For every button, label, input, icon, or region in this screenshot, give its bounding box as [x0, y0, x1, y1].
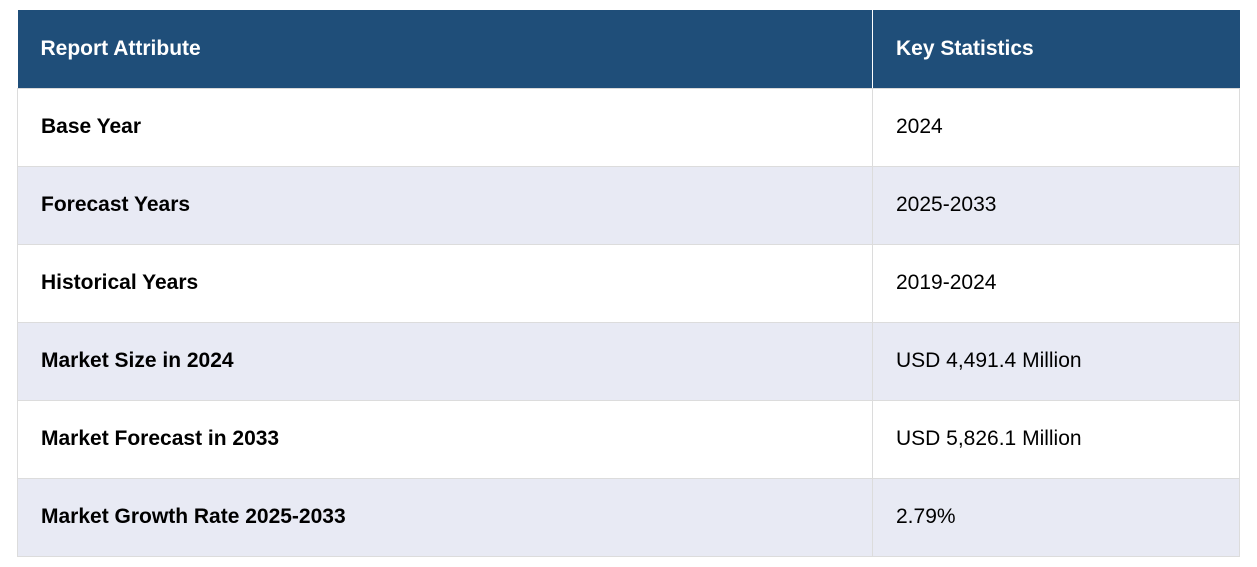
- row-value-cell: 2025-2033: [872, 165, 1240, 245]
- table-row: Market Growth Rate 2025-2033 2.79%: [17, 477, 1240, 557]
- header-key-statistics: Key Statistics: [872, 10, 1240, 89]
- header-row: Report Attribute Key Statistics: [17, 10, 1240, 89]
- report-attributes-table: Report Attribute Key Statistics Base Yea…: [17, 10, 1240, 557]
- row-value-cell: 2024: [872, 87, 1240, 167]
- header-report-attribute: Report Attribute: [17, 10, 873, 89]
- row-value-cell: USD 5,826.1 Million: [872, 399, 1240, 479]
- table-row: Historical Years 2019-2024: [17, 243, 1240, 323]
- row-attribute-cell: Historical Years: [17, 243, 873, 323]
- row-attribute-cell: Base Year: [17, 87, 873, 167]
- row-attribute-cell: Market Forecast in 2033: [17, 399, 873, 479]
- row-value-cell: USD 4,491.4 Million: [872, 321, 1240, 401]
- table-row: Market Forecast in 2033 USD 5,826.1 Mill…: [17, 399, 1240, 479]
- row-value-cell: 2.79%: [872, 477, 1240, 557]
- row-attribute-cell: Market Size in 2024: [17, 321, 873, 401]
- row-value-cell: 2019-2024: [872, 243, 1240, 323]
- table-row: Base Year 2024: [17, 87, 1240, 167]
- report-table-container: Report Attribute Key Statistics Base Yea…: [17, 10, 1240, 557]
- table-header: Report Attribute Key Statistics: [17, 10, 1240, 89]
- row-attribute-cell: Forecast Years: [17, 165, 873, 245]
- table-row: Market Size in 2024 USD 4,491.4 Million: [17, 321, 1240, 401]
- table-row: Forecast Years 2025-2033: [17, 165, 1240, 245]
- table-body: Base Year 2024 Forecast Years 2025-2033 …: [17, 87, 1240, 557]
- row-attribute-cell: Market Growth Rate 2025-2033: [17, 477, 873, 557]
